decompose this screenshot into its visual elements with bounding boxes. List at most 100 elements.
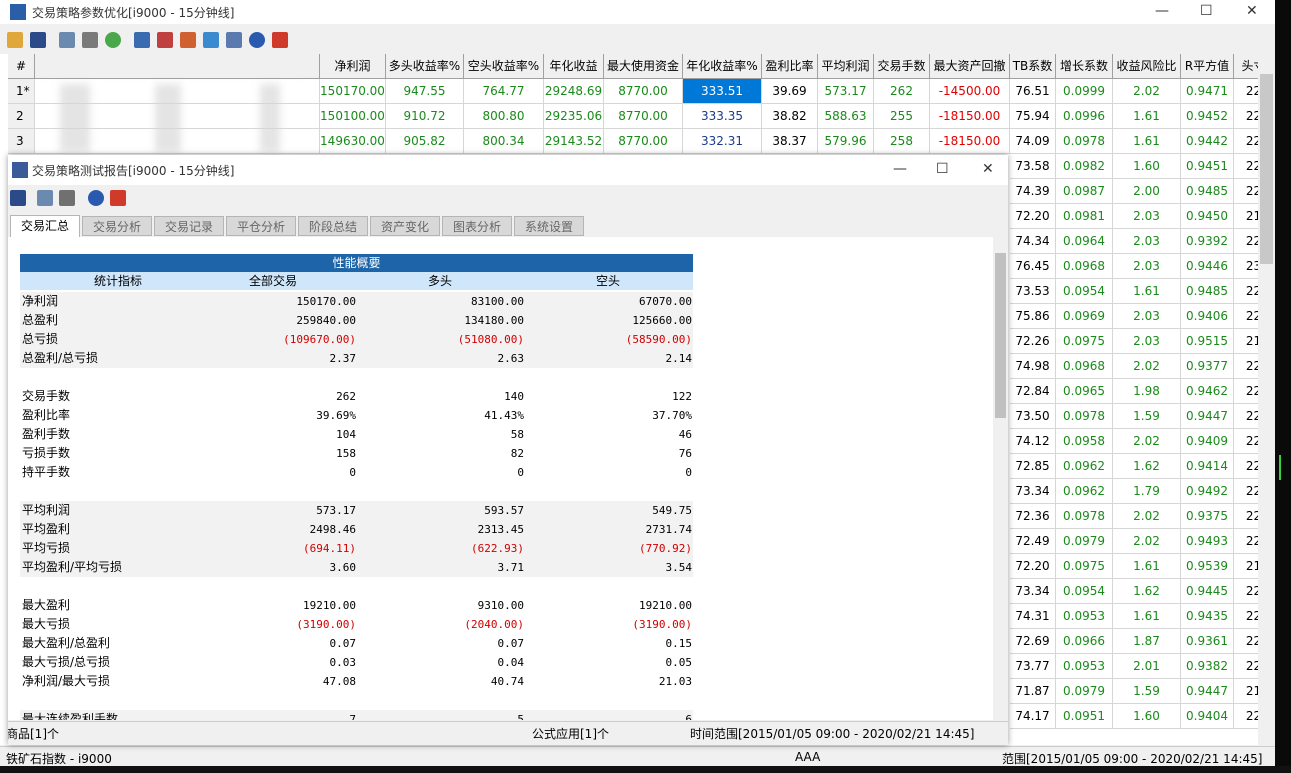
tab[interactable]: 交易记录: [154, 216, 224, 236]
grid-cell: 72.49: [1010, 529, 1056, 554]
grid-cell: 0.9515: [1181, 329, 1234, 354]
grid-cell: 2.02: [1113, 79, 1181, 104]
exit-tool[interactable]: [110, 190, 126, 206]
link-tool[interactable]: [82, 32, 98, 48]
row-value: 5: [517, 713, 524, 720]
grid-cell: 22: [1234, 154, 1258, 179]
status-time-range: 时间范围[2015/01/05 09:00 - 2020/02/21 14:45…: [690, 727, 975, 741]
row-value: 549.75: [652, 504, 692, 517]
grid-cell: -14500.00: [930, 79, 1010, 104]
column-header: TB系数: [1010, 54, 1056, 79]
maximize-button[interactable]: ☐: [936, 161, 949, 177]
column-header: 交易手数: [874, 54, 930, 79]
minimize-button[interactable]: —: [1155, 3, 1169, 19]
scroll-thumb[interactable]: [1260, 74, 1273, 264]
tab[interactable]: 交易分析: [82, 216, 152, 236]
grid-cell: 0.0962: [1056, 479, 1113, 504]
grid-cell: 1.87: [1113, 629, 1181, 654]
bar-tool[interactable]: [203, 32, 219, 48]
row-value: (58590.00): [625, 333, 692, 346]
grid-cell: 72.20: [1010, 204, 1056, 229]
grid-cell: 22: [1234, 379, 1258, 404]
row-value: 2731.74: [645, 523, 692, 536]
blurred-cells: [60, 84, 90, 152]
grid-cell: 38.82: [762, 104, 818, 129]
grid-scrollbar[interactable]: [1258, 54, 1275, 745]
minimize-button[interactable]: —: [893, 161, 907, 177]
exit-tool[interactable]: [272, 32, 288, 48]
report-row: 最大亏损/总亏损 0.03 0.04 0.05: [20, 653, 693, 672]
column-header: #: [8, 54, 35, 79]
grid-cell: 22: [1234, 279, 1258, 304]
grid-cell: 1.79: [1113, 479, 1181, 504]
row-value: 2.63: [497, 352, 525, 365]
grid-cell: 0.9447: [1181, 404, 1234, 429]
grid-cell: 76.51: [1010, 79, 1056, 104]
list-tool[interactable]: [134, 32, 150, 48]
grid-cell: 0.9442: [1181, 129, 1234, 154]
print-tool[interactable]: [59, 190, 75, 206]
grid-cell: 72.84: [1010, 379, 1056, 404]
grid-cell: 1.61: [1113, 604, 1181, 629]
report-row: 总盈利/总亏损 2.37 2.63 2.14: [20, 349, 693, 368]
copy-tool[interactable]: [37, 190, 53, 206]
report-scrollbar[interactable]: [993, 237, 1008, 720]
scroll-thumb[interactable]: [995, 253, 1006, 418]
grid-cell: 0.9435: [1181, 604, 1234, 629]
grid-cell: -18150.00: [930, 104, 1010, 129]
row-label: 最大连续盈利手数: [22, 712, 119, 720]
grid-cell: 29248.69: [544, 79, 604, 104]
grid-cell: 800.80: [464, 104, 544, 129]
run-tool[interactable]: [105, 32, 121, 48]
grid-cell: 0.9361: [1181, 629, 1234, 654]
row-value: 150170.00: [296, 295, 356, 308]
status-account: AAA: [795, 750, 821, 764]
grid-cell: 75.94: [1010, 104, 1056, 129]
save-tool[interactable]: [30, 32, 46, 48]
row-value: 82: [510, 447, 524, 460]
maximize-button[interactable]: ☐: [1200, 3, 1213, 19]
table-tool[interactable]: [59, 32, 75, 48]
grid-cell: 8770.00: [604, 79, 683, 104]
column-header: 增长系数: [1056, 54, 1113, 79]
column-header: 空头收益率%: [464, 54, 544, 79]
column-header: 最大使用资金: [604, 54, 683, 79]
row-label: 交易手数: [22, 389, 71, 403]
hidden-cells: [35, 79, 320, 104]
close-button[interactable]: ✕: [982, 161, 994, 177]
tab[interactable]: 图表分析: [442, 216, 512, 236]
header-filler: [35, 54, 320, 79]
row-value: 58: [510, 428, 524, 441]
row-label: 平均利润: [22, 503, 71, 517]
tab[interactable]: 平仓分析: [226, 216, 296, 236]
help-tool[interactable]: [88, 190, 104, 206]
close-button[interactable]: ✕: [1246, 3, 1258, 19]
grid-cell: 22: [1234, 504, 1258, 529]
tab[interactable]: 交易汇总: [10, 215, 80, 237]
row-label: 平均盈利/平均亏损: [22, 560, 123, 574]
row-value: 47.08: [322, 675, 356, 688]
grid-cell: 0.0958: [1056, 429, 1113, 454]
tab[interactable]: 阶段总结: [298, 216, 368, 236]
row-value: 593.57: [484, 504, 524, 517]
export-tool[interactable]: [226, 32, 242, 48]
tab[interactable]: 资产变化: [370, 216, 440, 236]
grid-cell: 22: [1234, 529, 1258, 554]
open-tool[interactable]: [7, 32, 23, 48]
grid-cell: 0.0981: [1056, 204, 1113, 229]
tab[interactable]: 系统设置: [514, 216, 584, 236]
help-tool[interactable]: [249, 32, 265, 48]
column-header: 净利润: [320, 54, 386, 79]
grid-cell: 39.69: [762, 79, 818, 104]
report-row: 总盈利 259840.00 134180.00 125660.00: [20, 311, 693, 330]
save-tool[interactable]: [10, 190, 26, 206]
grid-cell: 72.20: [1010, 554, 1056, 579]
grid-cell: 22: [1234, 304, 1258, 329]
grid-cell: 0.0953: [1056, 654, 1113, 679]
report-window: 交易策略测试报告[i9000 - 15分钟线] — ☐ ✕ 交易汇总 交易分析 交易…: [8, 155, 1008, 745]
row-value: 3.54: [665, 561, 693, 574]
line-tool[interactable]: [157, 32, 173, 48]
area-tool[interactable]: [180, 32, 196, 48]
column-header: 盈利比率: [762, 54, 818, 79]
column-header: 年化收益: [544, 54, 604, 79]
